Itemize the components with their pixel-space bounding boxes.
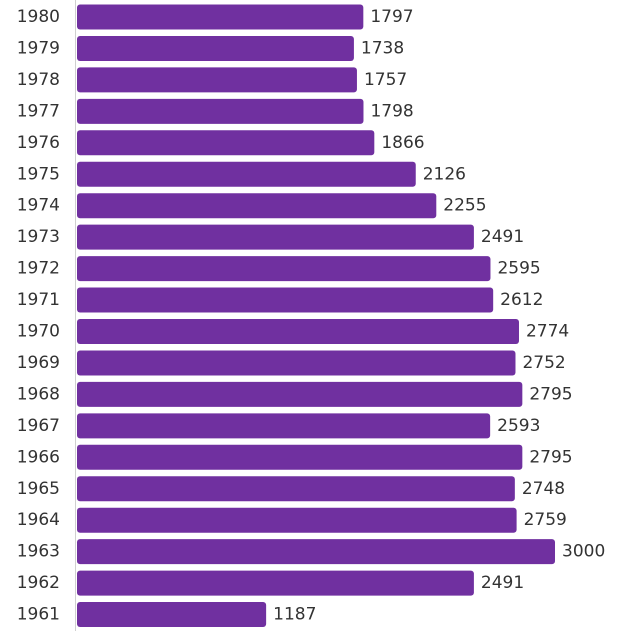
y-tick-label: 1970: [17, 322, 60, 342]
y-tick-label: 1969: [17, 353, 60, 373]
y-tick-label: 1972: [17, 259, 60, 279]
bar: [77, 67, 357, 93]
value-label: 2491: [481, 573, 524, 593]
bar: [77, 507, 517, 533]
value-label: 1757: [364, 70, 407, 90]
y-tick-label: 1965: [17, 479, 60, 499]
y-tick-label: 1979: [17, 38, 60, 58]
bar: [77, 193, 437, 219]
value-label: 2491: [481, 227, 524, 247]
value-label: 2126: [423, 164, 466, 184]
bar: [77, 350, 516, 376]
bar: [77, 602, 267, 628]
value-label: 1866: [381, 133, 424, 153]
bar: [77, 570, 474, 596]
value-label: 2593: [497, 416, 540, 436]
bar: [77, 444, 523, 470]
bar: [77, 98, 364, 124]
y-tick-label: 1978: [17, 70, 60, 90]
value-label: 2255: [443, 196, 486, 216]
value-label: 2595: [497, 259, 540, 279]
value-label: 1187: [273, 605, 316, 625]
y-tick-label: 1966: [17, 447, 60, 467]
bar: [77, 256, 491, 282]
value-label: 3000: [562, 542, 605, 562]
value-label: 2752: [522, 353, 565, 373]
value-label: 2759: [524, 510, 567, 530]
value-label: 2612: [500, 290, 543, 310]
value-label: 1798: [370, 101, 413, 121]
y-tick-label: 1976: [17, 133, 60, 153]
bar: [77, 224, 474, 250]
y-tick-label: 1971: [17, 290, 60, 310]
y-tick-label: 1980: [17, 7, 60, 27]
bar: [77, 319, 519, 344]
value-label: 2748: [522, 479, 565, 499]
y-tick-label: 1961: [17, 605, 60, 625]
value-label: 2795: [529, 384, 572, 404]
value-label: 1738: [361, 38, 404, 58]
bar: [77, 130, 375, 156]
y-tick-label: 1962: [17, 573, 60, 593]
y-tick-label: 1977: [17, 101, 60, 121]
value-label: 1797: [370, 7, 413, 27]
y-tick-label: 1963: [17, 542, 60, 562]
y-tick-label: 1968: [17, 384, 60, 404]
bar: [77, 539, 555, 565]
value-label: 2774: [526, 322, 569, 342]
bar: [77, 4, 364, 30]
bar: [77, 287, 494, 313]
bar: [77, 35, 354, 61]
y-tick-label: 1974: [17, 196, 60, 216]
bar: [77, 381, 523, 407]
y-tick-label: 1975: [17, 164, 60, 184]
y-tick-label: 1967: [17, 416, 60, 436]
bar: [77, 413, 491, 439]
bar: [77, 476, 515, 502]
y-tick-label: 1973: [17, 227, 60, 247]
value-label: 2795: [529, 447, 572, 467]
bar: [77, 161, 416, 187]
y-tick-label: 1964: [17, 510, 60, 530]
